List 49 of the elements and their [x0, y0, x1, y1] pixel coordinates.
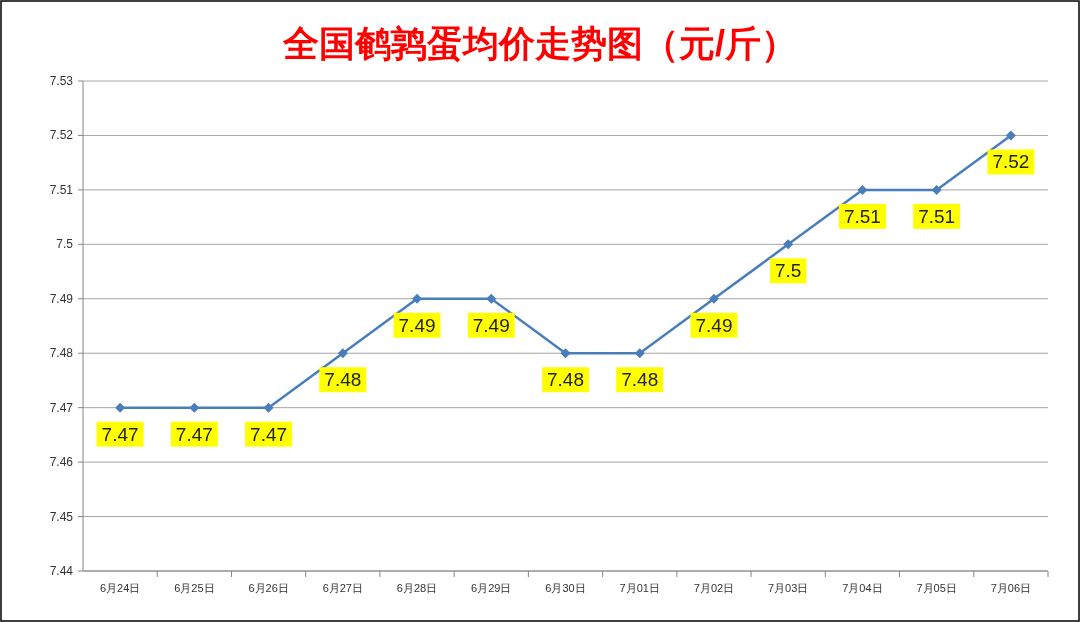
data-label: 7.48 [324, 369, 362, 391]
x-tick-label: 6月26日 [248, 582, 289, 594]
data-label: 7.49 [398, 314, 436, 336]
x-tick-label: 7月01日 [619, 582, 660, 594]
point [115, 402, 126, 413]
y-tick-label: 7.5 [56, 237, 74, 252]
point [634, 348, 645, 359]
data-label: 7.47 [250, 423, 288, 445]
x-tick-label: 6月28日 [396, 582, 438, 594]
data-label: 7.48 [621, 369, 659, 391]
y-tick-label: 7.46 [49, 455, 74, 470]
x-tick-label: 6月30日 [545, 582, 586, 594]
x-tick-label: 7月03日 [768, 582, 809, 594]
point [708, 293, 719, 304]
y-tick-label: 7.52 [49, 128, 74, 143]
y-tick-label: 7.45 [49, 509, 74, 524]
x-tick-label: 7月04日 [842, 582, 883, 594]
data-label: 7.47 [175, 423, 213, 445]
x-tick-label: 6月24日 [99, 582, 141, 594]
point [1005, 130, 1016, 141]
data-label: 7.47 [101, 423, 139, 445]
data-label: 7.49 [472, 314, 510, 336]
y-tick-label: 7.47 [49, 400, 74, 415]
point [189, 402, 200, 413]
point [560, 348, 571, 359]
point [337, 348, 348, 359]
y-tick-label: 7.53 [49, 74, 74, 88]
data-label: 7.48 [547, 369, 584, 391]
x-tick-label: 6月25日 [174, 582, 215, 594]
x-tick-label: 7月02日 [693, 582, 735, 594]
y-tick-label: 7.48 [49, 346, 74, 361]
data-label: 7.52 [992, 151, 1030, 173]
y-tick-label: 7.44 [49, 564, 74, 578]
point [857, 184, 868, 195]
x-tick-label: 6月29日 [471, 582, 512, 594]
data-label: 7.51 [918, 205, 956, 227]
chart-title: 全国鹌鹑蛋均价走势图（元/斤） [281, 23, 798, 64]
y-tick-label: 7.51 [49, 182, 74, 197]
point [486, 293, 497, 304]
data-label: 7.49 [695, 314, 733, 336]
point [783, 239, 794, 250]
point [263, 402, 274, 413]
data-label: 7.5 [774, 260, 802, 282]
data-label: 7.51 [843, 205, 881, 227]
point [931, 184, 942, 195]
x-tick-label: 6月27日 [322, 582, 363, 594]
x-tick-label: 7月06日 [990, 582, 1032, 594]
x-tick-label: 7月05日 [916, 582, 957, 594]
y-tick-label: 7.49 [49, 291, 74, 306]
